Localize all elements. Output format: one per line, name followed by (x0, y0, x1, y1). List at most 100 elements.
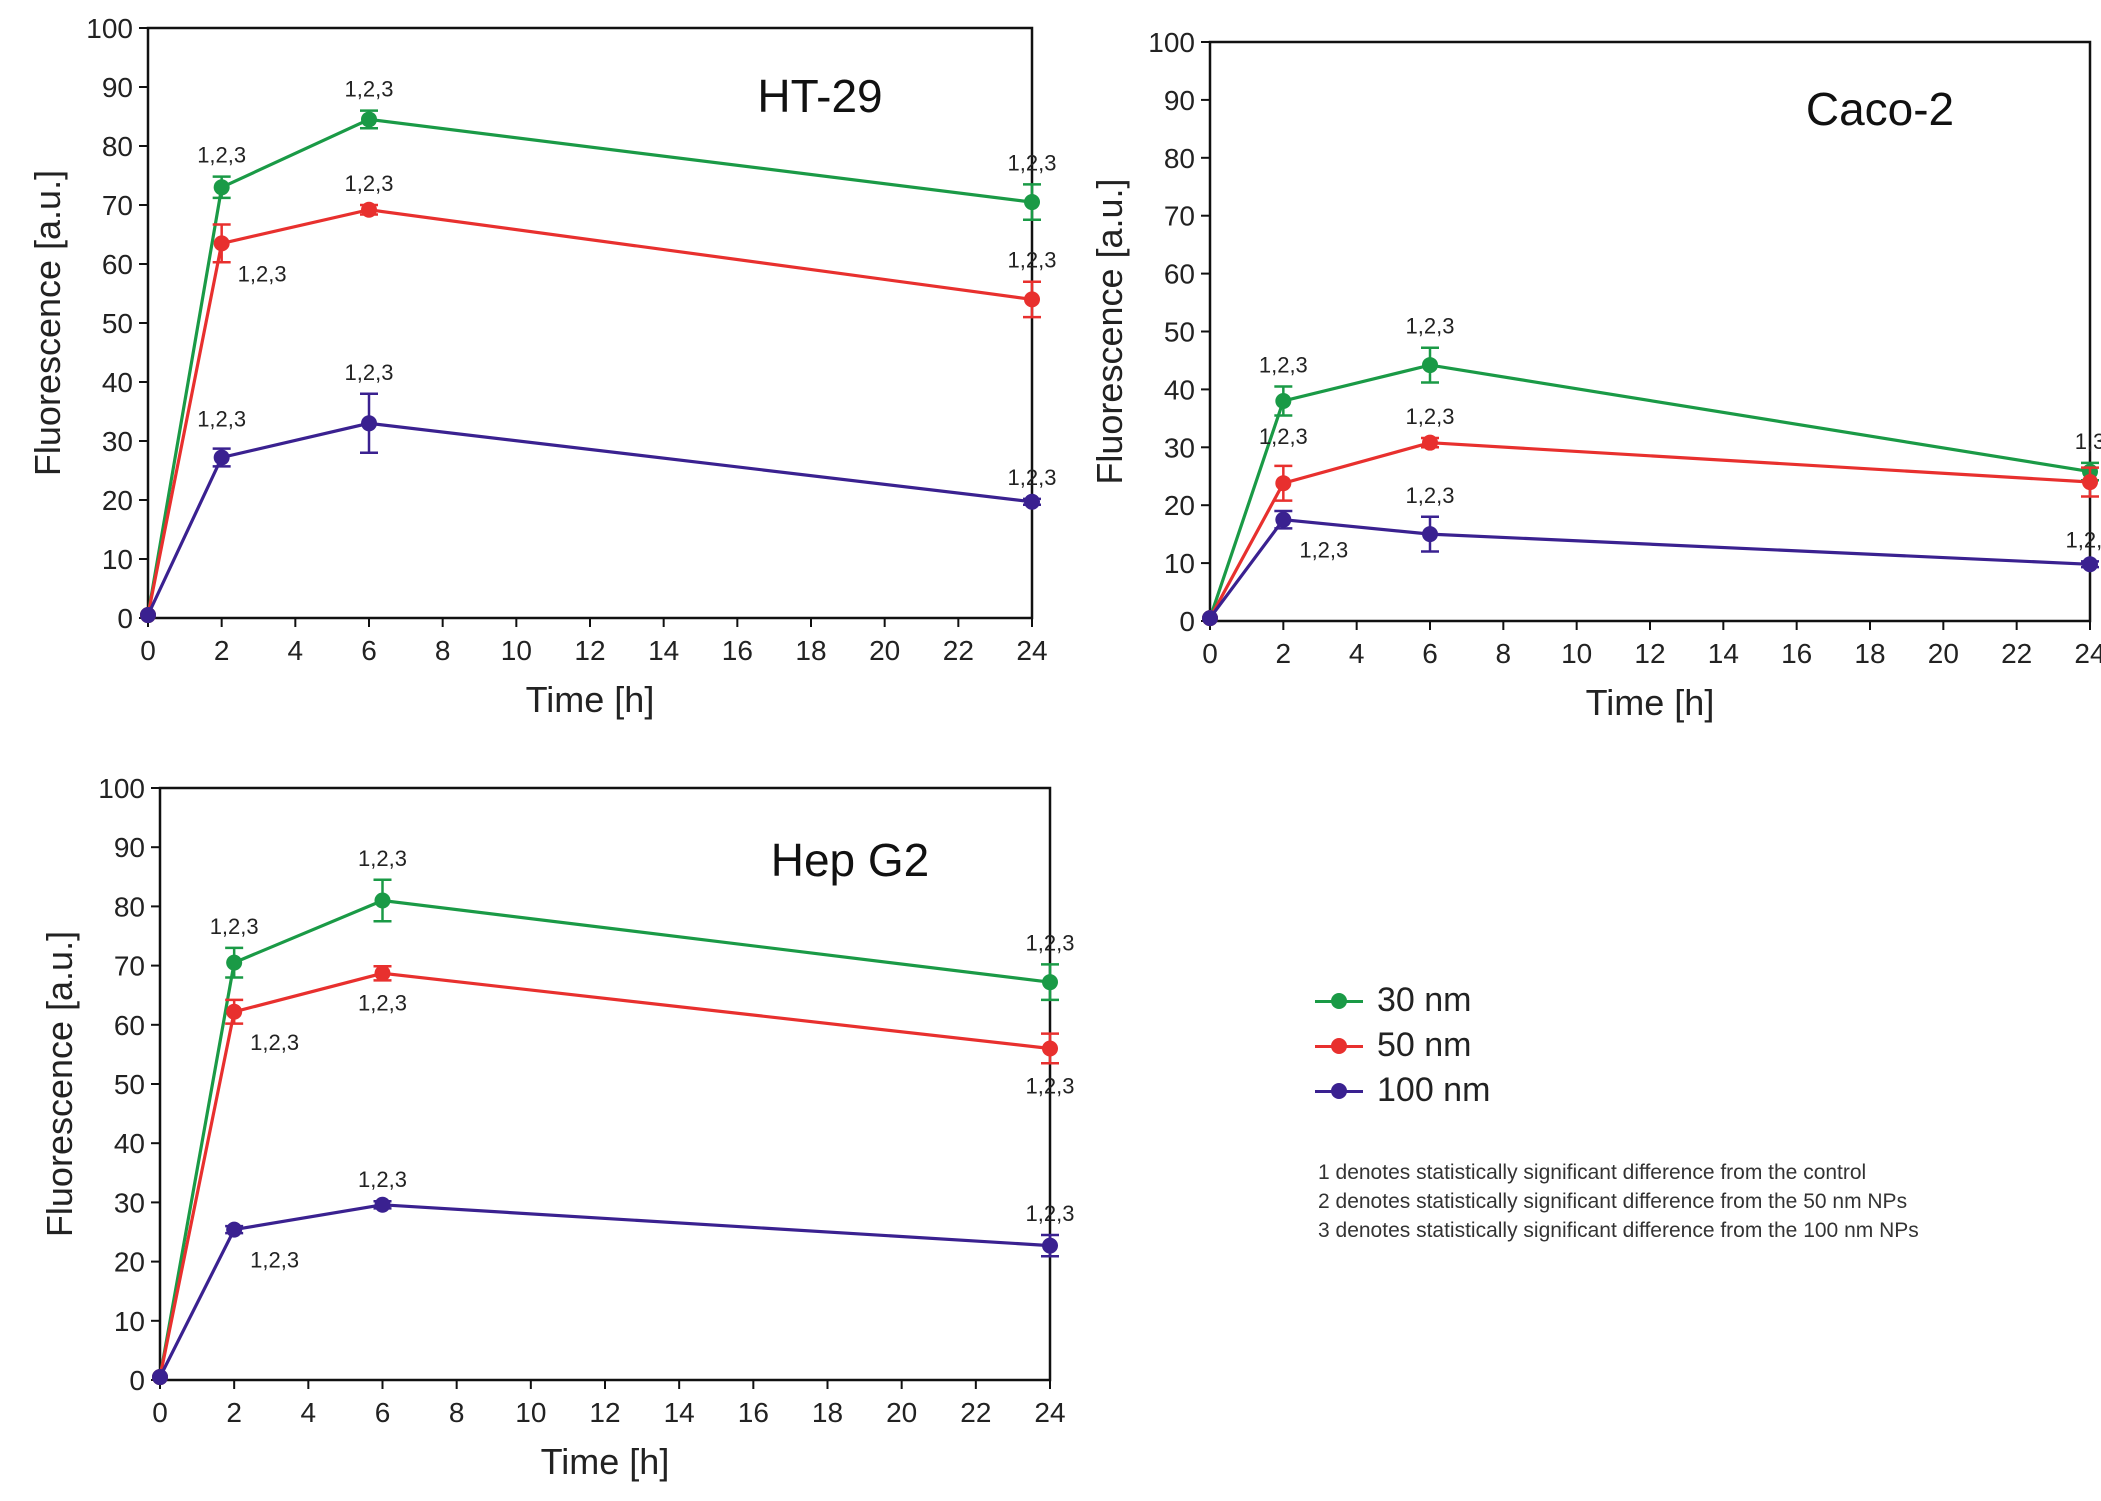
y-tick-label: 60 (102, 249, 133, 280)
significance-label: 1,2,3 (1008, 248, 1057, 273)
significance-label: 1,2,3 (197, 407, 246, 432)
series-line-30-nm (158, 898, 1051, 1378)
y-tick-label: 90 (1164, 85, 1195, 116)
data-point-50-nm (226, 1003, 243, 1020)
significance-label: 1,2,3 (1026, 1073, 1075, 1098)
y-tick-label: 10 (102, 544, 133, 575)
y-tick-label: 80 (114, 891, 145, 922)
data-point-30-nm (361, 111, 377, 128)
significance-label: 1,2,3 (1259, 353, 1308, 378)
x-axis-label: Time [h] (1586, 682, 1715, 723)
x-tick-label: 14 (664, 1397, 695, 1428)
legend-marker-50nm (1315, 1036, 1363, 1056)
y-tick-label: 30 (102, 426, 133, 457)
x-tick-label: 22 (943, 635, 974, 666)
y-tick-label: 70 (1164, 201, 1195, 232)
y-tick-label: 20 (102, 485, 133, 516)
y-tick-label: 0 (129, 1365, 145, 1396)
significance-label: 1,3 (2075, 429, 2101, 454)
y-axis-label: Fluorescence [a.u.] (1089, 178, 1130, 484)
y-tick-label: 40 (1164, 374, 1195, 405)
x-tick-label: 8 (1496, 638, 1512, 669)
legend-marker-30nm (1315, 991, 1363, 1011)
y-tick-label: 40 (114, 1128, 145, 1159)
x-tick-label: 16 (738, 1397, 769, 1428)
data-point-30-nm (1042, 974, 1058, 991)
x-tick-label: 0 (1202, 638, 1218, 669)
legend-label-50nm: 50 nm (1377, 1026, 1472, 1064)
x-tick-label: 12 (574, 635, 605, 666)
data-point-30-nm (1275, 392, 1292, 409)
y-tick-label: 80 (102, 131, 133, 162)
x-tick-label: 12 (1634, 638, 1665, 669)
x-tick-label: 18 (1854, 638, 1885, 669)
x-tick-label: 2 (214, 635, 230, 666)
y-tick-label: 90 (102, 72, 133, 103)
data-point-100-nm (1024, 493, 1040, 510)
x-tick-label: 24 (1016, 635, 1047, 666)
data-point-50-nm (1024, 291, 1040, 308)
y-tick-label: 80 (1164, 143, 1195, 174)
legend-item-50nm: 50 nm (1315, 1023, 2075, 1068)
significance-label: 1,2,3 (358, 846, 407, 871)
y-tick-label: 10 (114, 1306, 145, 1337)
x-tick-label: 4 (1349, 638, 1365, 669)
significance-label: 1,2,3 (358, 1167, 407, 1192)
x-axis-label: Time [h] (541, 1441, 670, 1482)
x-tick-label: 8 (435, 635, 451, 666)
x-tick-label: 6 (375, 1397, 391, 1428)
significance-label: 1,2,3 (345, 171, 394, 196)
data-point-30-nm (1422, 357, 1438, 374)
significance-label: 1,2,3 (197, 143, 246, 168)
plot-frame (146, 26, 1034, 620)
data-point-100-nm (226, 1221, 243, 1238)
data-point-30-nm (226, 954, 243, 971)
chart-title: Caco-2 (1806, 83, 1954, 135)
data-point-100-nm (2082, 556, 2098, 573)
x-tick-label: 10 (1561, 638, 1592, 669)
data-point-100-nm (152, 1369, 168, 1386)
data-point-100-nm (374, 1196, 391, 1213)
significance-label: 1,2,3 (2066, 527, 2101, 552)
significance-label: 1,2,3 (1259, 424, 1308, 449)
series-line-50-nm (146, 208, 1033, 616)
data-point-30-nm (374, 892, 391, 909)
data-point-100-nm (1042, 1237, 1058, 1254)
y-tick-label: 60 (114, 1010, 145, 1041)
x-tick-label: 16 (1781, 638, 1812, 669)
y-tick-label: 50 (1164, 317, 1195, 348)
data-point-50-nm (1275, 475, 1292, 492)
x-tick-label: 20 (886, 1397, 917, 1428)
series-line-100-nm (158, 1203, 1051, 1378)
x-tick-label: 22 (2001, 638, 2032, 669)
data-point-30-nm (1024, 194, 1040, 211)
y-tick-label: 70 (114, 951, 145, 982)
x-tick-label: 20 (1928, 638, 1959, 669)
y-tick-label: 90 (114, 832, 145, 863)
data-point-100-nm (140, 607, 156, 624)
y-axis-label: Fluorescence [a.u.] (27, 170, 68, 476)
x-axis-label: Time [h] (526, 679, 655, 720)
significance-label: 1,2,3 (345, 360, 394, 385)
y-tick-label: 10 (1164, 548, 1195, 579)
x-tick-label: 16 (722, 635, 753, 666)
x-tick-label: 24 (2074, 638, 2101, 669)
chart-title: HT-29 (757, 70, 882, 122)
x-tick-label: 6 (361, 635, 377, 666)
legend-marker-100nm (1315, 1081, 1363, 1101)
data-point-100-nm (213, 449, 230, 466)
x-tick-label: 8 (449, 1397, 465, 1428)
y-tick-label: 50 (102, 308, 133, 339)
series-line-100-nm (1208, 518, 2091, 620)
y-tick-label: 100 (98, 773, 145, 804)
legend-dot-30nm (1331, 992, 1347, 1009)
y-tick-label: 50 (114, 1069, 145, 1100)
data-point-50-nm (361, 201, 377, 218)
x-tick-label: 18 (812, 1397, 843, 1428)
x-tick-label: 6 (1422, 638, 1438, 669)
significance-label: 1,2,3 (1008, 465, 1057, 490)
note-control: 1 denotes statistically significant diff… (1318, 1161, 1867, 1184)
